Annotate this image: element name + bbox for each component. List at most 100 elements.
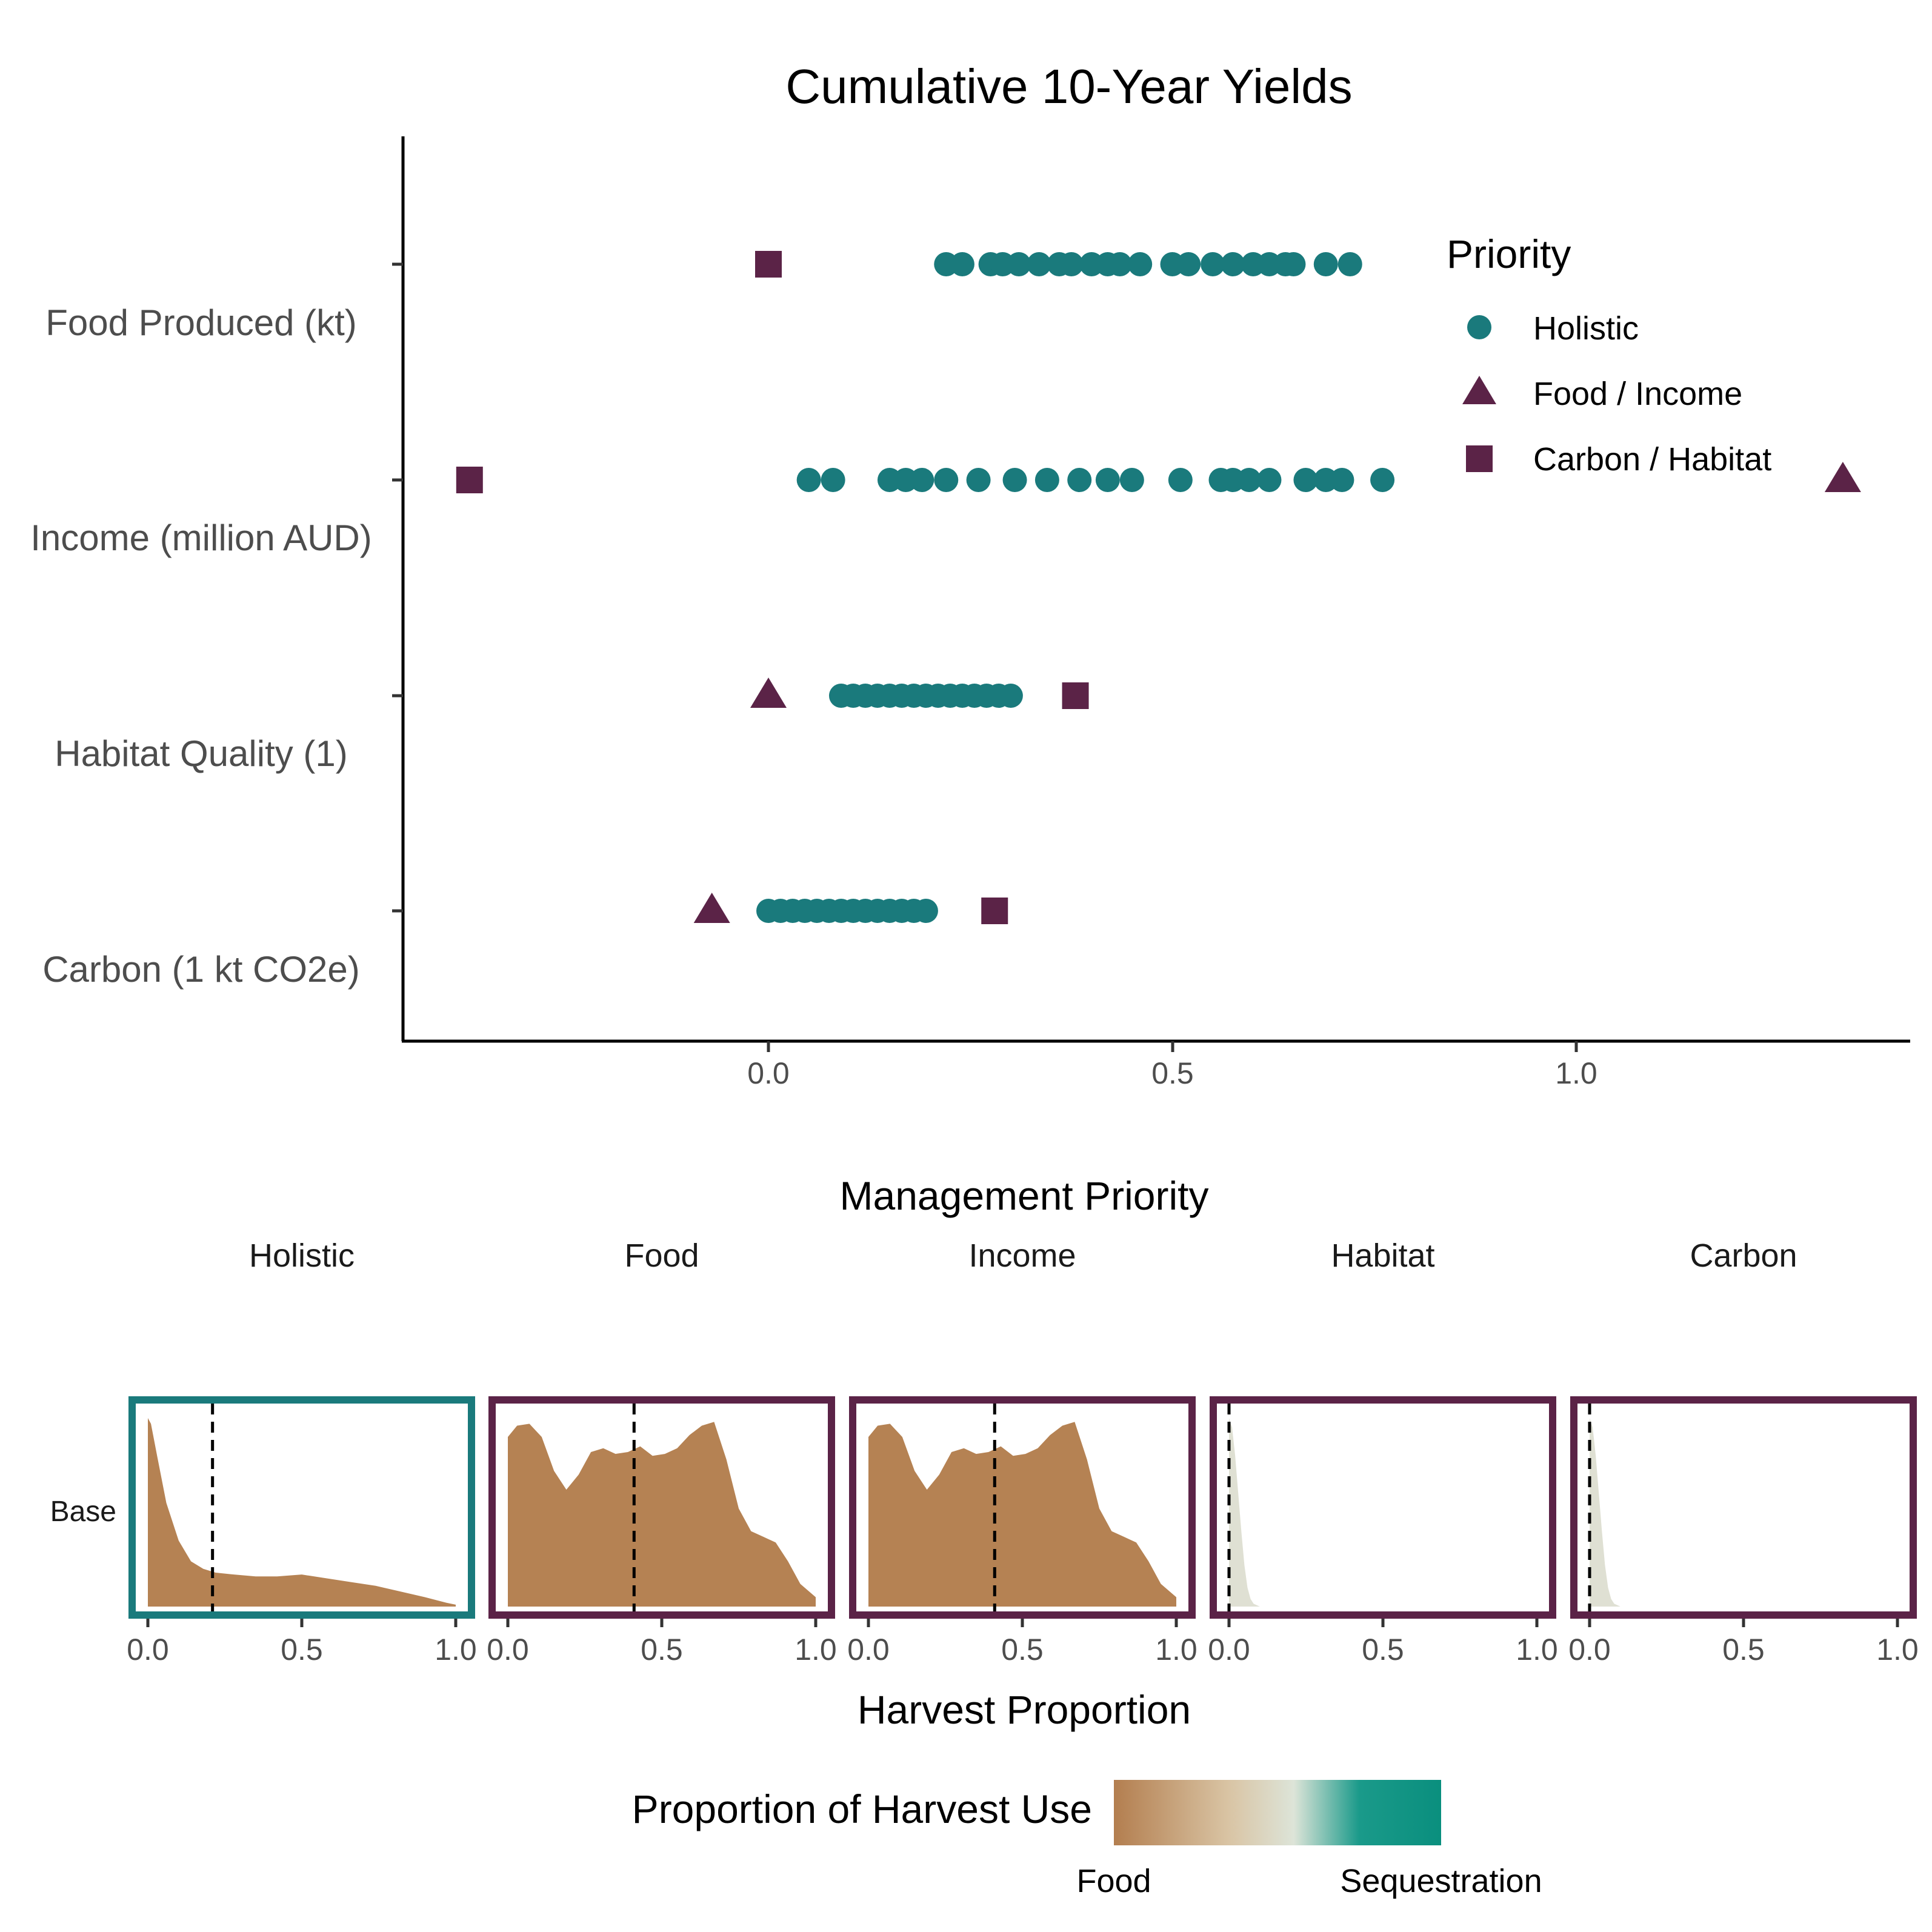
density-area: [868, 1422, 1176, 1607]
data-point-triangle: [750, 678, 787, 708]
colorbar-legend: Proportion of Harvest Use Food Sequestra…: [632, 1780, 1542, 1899]
legend-key-food-income: [1462, 376, 1496, 404]
data-point-circle: [966, 468, 991, 492]
facet-strip-label: Habitat: [1331, 1237, 1434, 1274]
data-point-circle: [1059, 252, 1084, 276]
data-point-circle: [1168, 468, 1193, 492]
x-ticks: 0.0 0.5 1.0: [747, 1041, 1597, 1090]
data-point-circle: [910, 468, 934, 492]
legend: Priority Holistic Food / Income Carbon /…: [1447, 232, 1771, 478]
facet-strip-label: Carbon: [1690, 1237, 1797, 1274]
panel-border: [1210, 1396, 1556, 1619]
data-point-square: [1062, 682, 1089, 709]
facet-x-tick-label: 0.0: [127, 1633, 169, 1667]
data-point-triangle: [1824, 462, 1861, 492]
data-point-circle: [1330, 468, 1354, 492]
panel-border: [128, 1396, 475, 1619]
y-label-food: Food Produced (kt): [45, 302, 357, 343]
facet-title: Management Priority: [840, 1173, 1209, 1218]
legend-label-holistic: Holistic: [1533, 310, 1639, 347]
data-point-circle: [1293, 468, 1318, 492]
facet-x-tick-label: 0.5: [1001, 1633, 1044, 1667]
y-label-habitat: Habitat Quality (1): [55, 733, 348, 774]
facet-x-tick-label: 0.5: [1362, 1633, 1404, 1667]
density-area: [1229, 1418, 1260, 1607]
data-point-circle: [1034, 468, 1059, 492]
data-point-square: [755, 251, 782, 278]
density-area: [148, 1418, 456, 1607]
facet-x-tick-label: 1.0: [794, 1633, 837, 1667]
legend-key-carbon-habitat: [1466, 445, 1493, 472]
density-area: [1590, 1418, 1621, 1607]
facet-strip-label: Holistic: [249, 1237, 355, 1274]
facet-x-tick-label: 0.5: [1722, 1633, 1765, 1667]
facet-x-tick-label: 1.0: [1155, 1633, 1198, 1667]
data-point-circle: [1027, 252, 1051, 276]
facet-strip-label: Food: [624, 1237, 699, 1274]
data-point-circle: [950, 252, 974, 276]
x-tick-label-0: 0.0: [747, 1056, 790, 1090]
facet-x-tick-label: 0.0: [487, 1633, 529, 1667]
facet-panel-income: Income 0.0 0.5 1.0: [847, 1237, 1198, 1667]
row-label: Base: [50, 1496, 116, 1528]
density-area: [508, 1422, 816, 1607]
data-point-circle: [1221, 252, 1245, 276]
colorbar-label-food: Food: [1076, 1863, 1151, 1899]
panel-border: [849, 1396, 1196, 1619]
data-point-circle: [1201, 252, 1225, 276]
data-point-circle: [1107, 252, 1132, 276]
facet-x-tick-label: 0.5: [641, 1633, 683, 1667]
y-ticks: [392, 262, 403, 913]
colorbar-title: Proportion of Harvest Use: [632, 1787, 1092, 1831]
facet-x-tick-label: 1.0: [435, 1633, 477, 1667]
data-point-circle: [1007, 252, 1031, 276]
data-point-circle: [1002, 468, 1027, 492]
panel-border: [488, 1396, 835, 1619]
legend-label-food-income: Food / Income: [1533, 376, 1742, 412]
y-label-income: Income (million AUD): [30, 518, 371, 558]
facet-panel-holistic: Holistic 0.0 0.5 1.0: [127, 1237, 477, 1667]
data-point-circle: [1313, 252, 1338, 276]
legend-label-carbon-habitat: Carbon / Habitat: [1533, 441, 1771, 478]
facet-strip-label: Income: [968, 1237, 1076, 1274]
colorbar-label-sequestration: Sequestration: [1340, 1863, 1542, 1899]
data-point-circle: [1337, 252, 1362, 276]
data-point-circle: [796, 468, 821, 492]
legend-title: Priority: [1447, 232, 1571, 276]
data-point-circle: [1128, 252, 1153, 276]
data-point-circle: [1095, 468, 1120, 492]
data-point-circle: [934, 468, 959, 492]
y-label-carbon: Carbon (1 kt CO2e): [42, 949, 360, 990]
data-point-circle: [998, 684, 1023, 708]
x-tick-label-0-5: 0.5: [1151, 1056, 1194, 1090]
facet-x-tick-label: 0.0: [847, 1633, 890, 1667]
panel-border: [1570, 1396, 1917, 1619]
facet-x-tick-label: 1.0: [1876, 1633, 1919, 1667]
x-axis-title: Harvest Proportion: [858, 1687, 1191, 1732]
data-point-circle: [1370, 468, 1395, 492]
facet-x-tick-label: 0.5: [281, 1633, 323, 1667]
data-points: [456, 251, 1861, 924]
harvest-facets: Management Priority Base Holistic 0.0 0.5 1…: [50, 1173, 1919, 1732]
data-point-square: [456, 467, 483, 493]
facet-x-tick-label: 0.0: [1568, 1633, 1611, 1667]
legend-key-holistic: [1467, 315, 1491, 339]
facet-x-tick-label: 1.0: [1516, 1633, 1558, 1667]
data-point-triangle: [693, 893, 730, 923]
facet-x-tick-label: 0.0: [1208, 1633, 1250, 1667]
data-point-circle: [1257, 468, 1282, 492]
data-point-circle: [913, 899, 938, 923]
colorbar-gradient: [1114, 1780, 1441, 1845]
yields-chart: Cumulative 10-Year Yields Food Produced …: [30, 59, 1910, 1090]
facet-panel-habitat: Habitat 0.0 0.5 1.0: [1208, 1237, 1558, 1667]
facet-panel-food: Food 0.0 0.5 1.0: [487, 1237, 837, 1667]
data-point-circle: [821, 468, 845, 492]
data-point-square: [981, 898, 1008, 924]
data-point-circle: [1119, 468, 1144, 492]
data-point-circle: [1176, 252, 1201, 276]
data-point-circle: [1281, 252, 1306, 276]
y-category-labels: Food Produced (kt) Income (million AUD) …: [30, 302, 371, 990]
data-point-circle: [1067, 468, 1092, 492]
chart-title: Cumulative 10-Year Yields: [785, 59, 1352, 113]
